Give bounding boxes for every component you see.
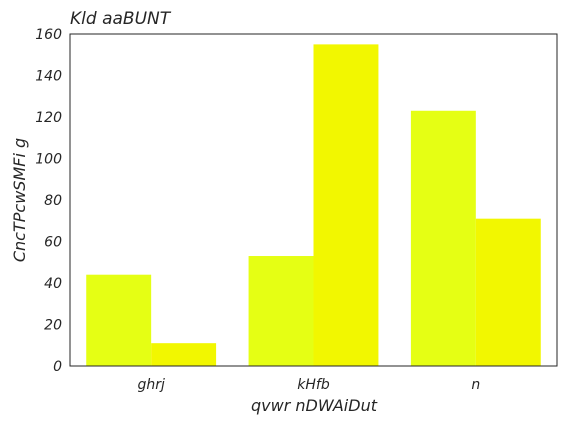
- plot-frame: [69, 33, 558, 367]
- bar-kHfb-series-2: [313, 44, 379, 367]
- bars-group: [86, 44, 541, 367]
- bar-n-series-1: [410, 110, 476, 367]
- bar-ghrj-series-2: [151, 343, 217, 366]
- bar-n-series-2: [475, 218, 541, 366]
- y-axis-label: CncTPcwSMFi g: [10, 138, 29, 262]
- x-tick-label: ghrj: [137, 377, 165, 393]
- y-tick-label: 120: [35, 110, 62, 126]
- x-axis-ticks: ghrj kHfb n: [137, 377, 480, 393]
- x-tick-label: n: [471, 377, 480, 393]
- y-tick-label: 40: [44, 276, 62, 292]
- y-axis-ticks: 0 20 40 60 80 100 120 140 160: [35, 27, 62, 375]
- y-tick-label: 100: [35, 152, 62, 168]
- x-tick-label: kHfb: [297, 377, 330, 393]
- y-tick-label: 60: [44, 235, 62, 251]
- bar-ghrj-series-1: [86, 274, 152, 366]
- y-tick-label: 140: [35, 69, 62, 85]
- x-axis-label: qvwr nDWAiDut: [251, 396, 378, 415]
- y-tick-label: 20: [44, 318, 62, 334]
- bar-kHfb-series-1: [248, 256, 314, 366]
- y-tick-label: 0: [53, 359, 62, 375]
- y-tick-label: 160: [35, 27, 62, 43]
- y-tick-label: 80: [44, 193, 62, 209]
- chart-title: Kld aaBUNT: [70, 9, 172, 29]
